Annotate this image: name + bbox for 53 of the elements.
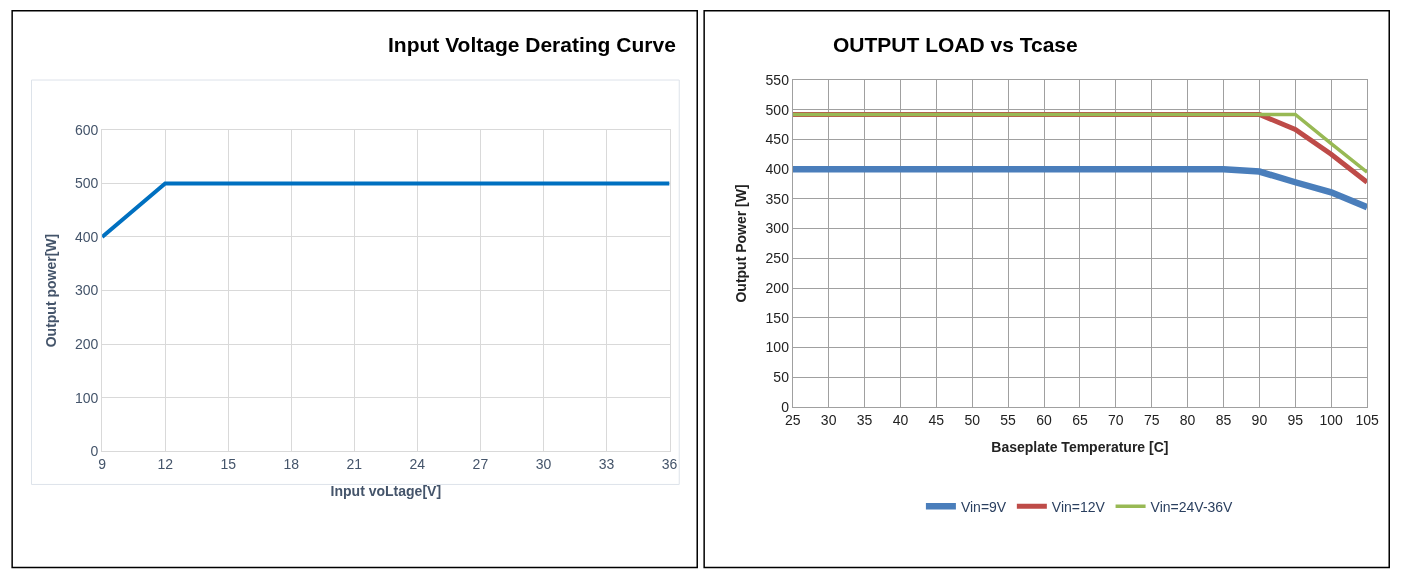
x-axis-title: Input voLtage[V] — [330, 483, 442, 500]
x-tick-label: 65 — [1072, 411, 1088, 428]
x-tick-label: 24 — [409, 456, 426, 472]
x-tick-label: 30 — [535, 456, 552, 472]
x-tick-label: 80 — [1179, 411, 1196, 428]
x-tick-label: 90 — [1251, 411, 1268, 428]
x-tick-label: 27 — [472, 456, 489, 472]
x-tick-label: 100 — [1319, 411, 1344, 428]
y-tick-label: 50 — [773, 369, 790, 386]
chart-title: OUTPUT LOAD vs Tcase — [833, 33, 1078, 56]
y-tick-label: 300 — [74, 282, 99, 299]
legend-label: Vin=9V — [960, 498, 1007, 515]
y-axis-title: Output power[W] — [42, 233, 59, 348]
y-tick-label: 100 — [74, 389, 99, 406]
x-tick-label: 70 — [1108, 411, 1124, 428]
x-tick-label: 85 — [1215, 411, 1232, 428]
y-tick-label: 300 — [765, 220, 790, 237]
y-tick-label: 450 — [765, 131, 790, 148]
x-tick-label: 45 — [928, 411, 945, 428]
x-tick-label: 18 — [283, 456, 300, 472]
y-axis-title: Output Power [W] — [733, 184, 750, 303]
y-tick-label: 250 — [765, 250, 790, 267]
y-tick-label: 400 — [765, 161, 790, 178]
y-tick-label: 350 — [765, 190, 790, 207]
x-tick-label: 33 — [598, 456, 615, 472]
y-tick-label: 0 — [90, 443, 99, 460]
x-tick-label: 15 — [220, 456, 237, 472]
y-tick-label: 600 — [74, 121, 99, 138]
y-tick-label: 500 — [765, 101, 790, 118]
x-axis-title: Baseplate Temperature [C] — [991, 438, 1169, 455]
x-tick-label: 50 — [964, 411, 981, 428]
x-tick-label: 60 — [1036, 411, 1053, 428]
x-tick-label: 9 — [98, 456, 107, 472]
legend-label: Vin=12V — [1051, 498, 1106, 515]
x-tick-label: 75 — [1143, 411, 1160, 428]
x-tick-label: 36 — [661, 456, 678, 472]
y-tick-label: 550 — [765, 71, 790, 88]
legend-label: Vin=24V-36V — [1150, 498, 1234, 515]
x-tick-label: 55 — [1000, 411, 1017, 428]
y-tick-label: 150 — [765, 309, 790, 326]
y-tick-label: 200 — [74, 335, 99, 352]
x-tick-label: 30 — [820, 411, 837, 428]
x-tick-label: 95 — [1287, 411, 1304, 428]
chart-title: Input Voltage Derating Curve — [388, 33, 676, 56]
x-tick-label: 35 — [856, 411, 873, 428]
y-tick-label: 100 — [765, 339, 790, 356]
y-tick-label: 500 — [74, 175, 99, 192]
y-tick-label: 200 — [765, 279, 790, 296]
y-tick-label: 400 — [74, 228, 99, 245]
x-tick-label: 21 — [346, 456, 363, 472]
x-tick-label: 12 — [157, 456, 174, 472]
x-tick-label: 40 — [892, 411, 909, 428]
x-tick-label: 105 — [1355, 411, 1379, 428]
